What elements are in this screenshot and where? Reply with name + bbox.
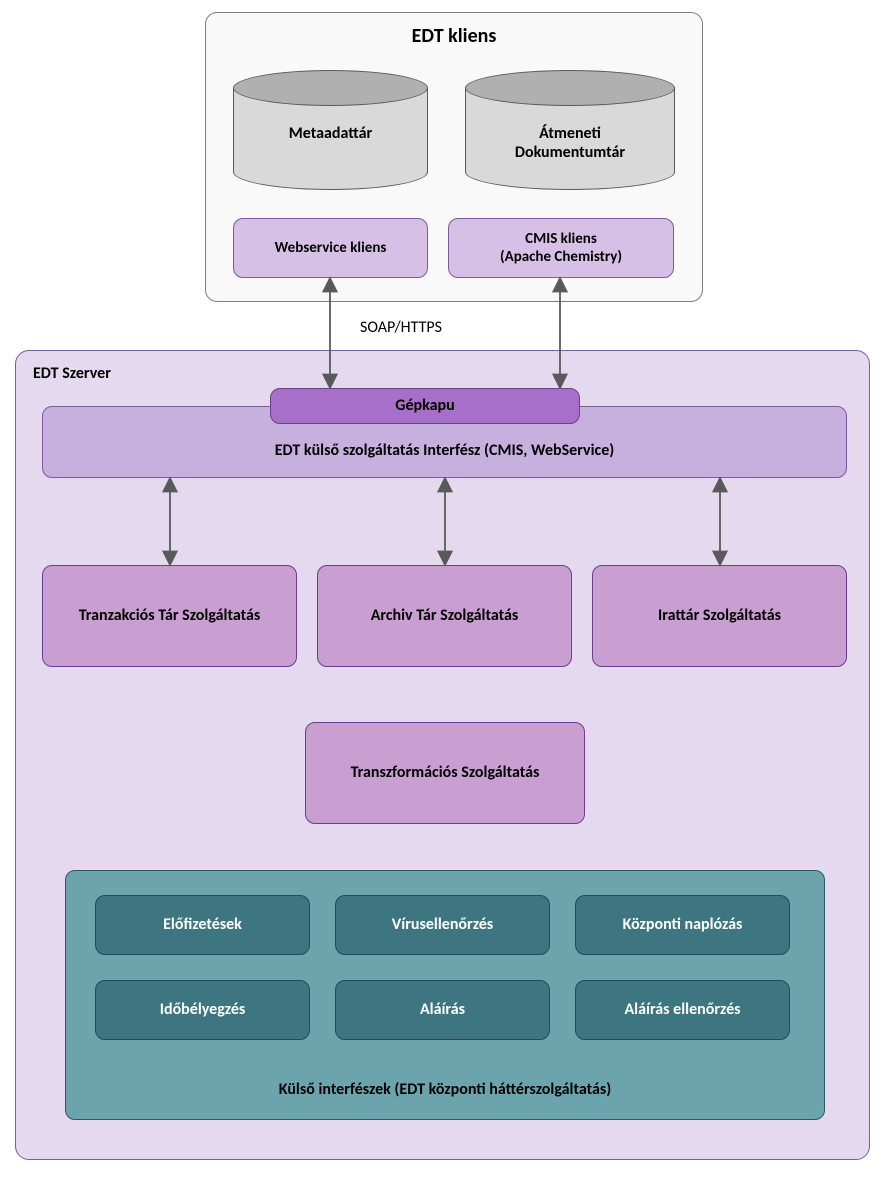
cylinder-store: ÁtmenetiDokumentumtár bbox=[465, 70, 675, 190]
cylinder-store: Metaadattár bbox=[233, 70, 428, 190]
cylinder-label: ÁtmenetiDokumentumtár bbox=[465, 124, 675, 162]
service-box: Irattár Szolgáltatás bbox=[592, 565, 847, 667]
external-interface-item: Előfizetések bbox=[95, 895, 310, 955]
gepkapu-box: Gépkapu bbox=[270, 388, 580, 424]
client-component-box: CMIS kliens(Apache Chemistry) bbox=[448, 218, 674, 278]
server-title: EDT Szerver bbox=[33, 364, 111, 383]
service-box: Transzformációs Szolgáltatás bbox=[305, 722, 585, 824]
protocol-label: SOAP/HTTPS bbox=[360, 318, 442, 337]
cylinder-label: Metaadattár bbox=[233, 124, 428, 143]
client-component-box: Webservice kliens bbox=[233, 218, 428, 278]
service-box: Tranzakciós Tár Szolgáltatás bbox=[42, 565, 297, 667]
external-interface-item: Aláírás bbox=[335, 980, 550, 1040]
external-interface-item: Vírusellenőrzés bbox=[335, 895, 550, 955]
external-interface-item: Központi naplózás bbox=[575, 895, 790, 955]
external-interface-item: Időbélyegzés bbox=[95, 980, 310, 1040]
external-interfaces-label: Külső interfészek (EDT központi háttérsz… bbox=[65, 1080, 825, 1099]
service-box: Archiv Tár Szolgáltatás bbox=[317, 565, 572, 667]
client-title: EDT kliens bbox=[205, 24, 703, 48]
external-interface-item: Aláírás ellenőrzés bbox=[575, 980, 790, 1040]
